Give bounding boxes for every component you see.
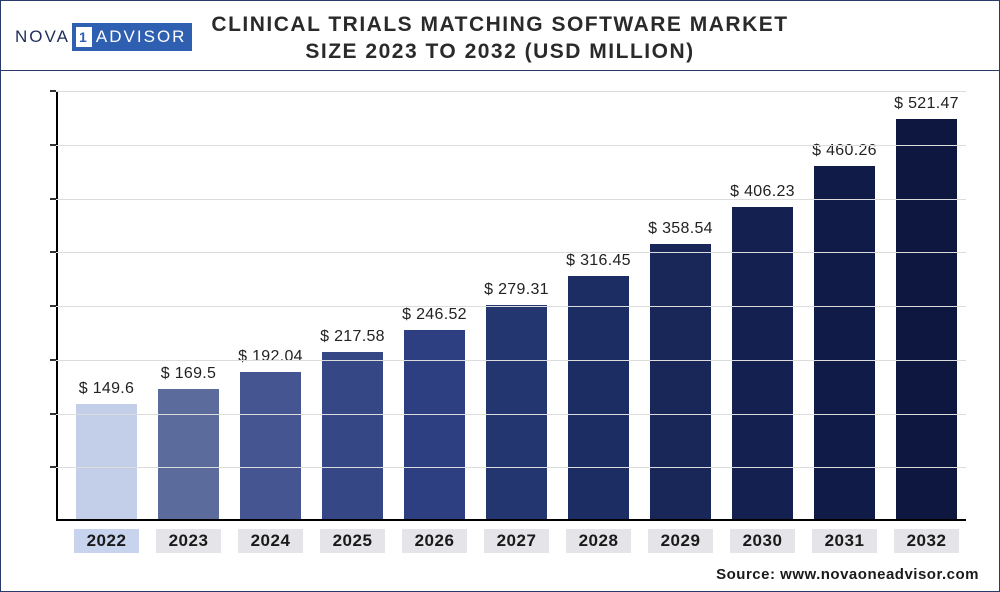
chart-frame: NOVA 1 ADVISOR CLINICAL TRIALS MATCHING …: [0, 0, 1000, 592]
x-category-label: 2032: [894, 529, 959, 553]
bar: [896, 119, 957, 519]
gridline: [56, 91, 966, 92]
bar: [486, 305, 547, 519]
chart-title: CLINICAL TRIALS MATCHING SOFTWARE MARKET…: [1, 11, 999, 66]
bar: [814, 166, 875, 519]
gridline: [56, 360, 966, 361]
x-category-label: 2031: [812, 529, 877, 553]
bar-value-label: $ 246.52: [393, 306, 476, 324]
y-tick: [50, 359, 56, 361]
gridline: [56, 414, 966, 415]
bar-value-label: $ 521.47: [885, 95, 968, 113]
bar-value-label: $ 192.04: [229, 348, 312, 366]
gridline: [56, 467, 966, 468]
plot-area: $ 149.6$ 169.5$ 192.04 $ 217.58 $ 246.52 $ …: [56, 91, 966, 521]
bar-value-label: $ 217.58: [311, 328, 394, 346]
bar: [650, 244, 711, 519]
bar: [322, 352, 383, 519]
bar-value-label: $ 279.31: [475, 281, 558, 299]
gridline: [56, 252, 966, 253]
bar-value-label: $ 169.5: [147, 365, 230, 383]
y-tick: [50, 305, 56, 307]
bar-value-label: $ 358.54: [639, 220, 722, 238]
bar: [158, 389, 219, 519]
y-tick: [50, 251, 56, 253]
x-axis: [56, 519, 966, 521]
x-category-label: 2024: [238, 529, 303, 553]
y-tick: [50, 90, 56, 92]
bar: [404, 330, 465, 519]
source-url: www.novaoneadvisor.com: [780, 566, 979, 583]
source-label: Source:: [716, 566, 780, 583]
x-category-label: 2023: [156, 529, 221, 553]
bar: [732, 207, 793, 519]
bar-value-label: $ 149.6: [65, 380, 148, 398]
bars-container: $ 149.6$ 169.5$ 192.04 $ 217.58 $ 246.52 $ …: [56, 89, 966, 519]
gridline: [56, 145, 966, 146]
y-tick: [50, 144, 56, 146]
gridline: [56, 306, 966, 307]
bar: [240, 372, 301, 519]
bar-value-label: $ 316.45: [557, 252, 640, 270]
y-tick: [50, 198, 56, 200]
x-category-label: 2028: [566, 529, 631, 553]
x-labels-row: 2022 2023 2024 2025 2026 2027 2028 2029 2030 2031…: [56, 526, 966, 554]
header: NOVA 1 ADVISOR CLINICAL TRIALS MATCHING …: [1, 1, 999, 71]
title-line-1: CLINICAL TRIALS MATCHING SOFTWARE MARKET: [1, 11, 999, 38]
source-attribution: Source: www.novaoneadvisor.com: [716, 566, 979, 583]
x-category-label: 2027: [484, 529, 549, 553]
x-category-label: 2029: [648, 529, 713, 553]
x-category-label: 2030: [730, 529, 795, 553]
bar: [76, 404, 137, 519]
y-tick: [50, 413, 56, 415]
title-line-2: SIZE 2023 TO 2032 (USD MILLION): [1, 38, 999, 65]
gridline: [56, 199, 966, 200]
x-category-label: 2025: [320, 529, 385, 553]
bar: [568, 276, 629, 519]
x-category-label: 2022: [74, 529, 139, 553]
x-category-label: 2026: [402, 529, 467, 553]
y-tick: [50, 466, 56, 468]
